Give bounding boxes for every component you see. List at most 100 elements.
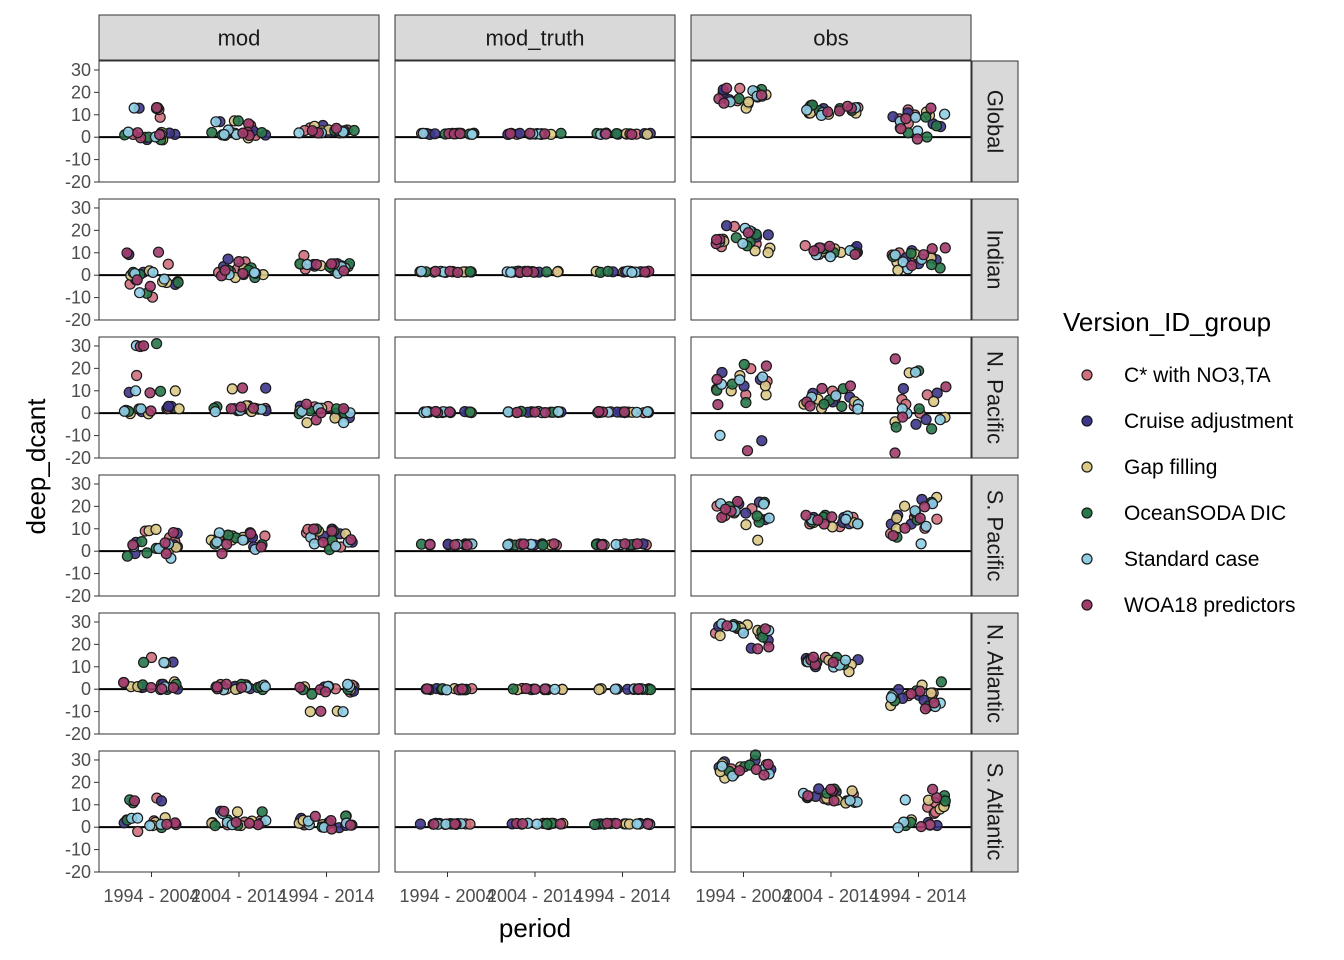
data-point-woa18-predictors xyxy=(919,703,932,715)
data-point-cruise-adjustment xyxy=(414,818,426,830)
data-point-standard-case xyxy=(417,127,429,139)
panel-mod-truth-s-pacific xyxy=(394,474,676,597)
data-point-woa18-predictors xyxy=(928,697,940,709)
y-tick-label: 10 xyxy=(71,657,91,677)
data-point-woa18-predictors xyxy=(516,818,529,830)
data-point-woa18-predictors xyxy=(430,405,442,418)
panel-mod-n-pacific xyxy=(98,336,380,459)
y-tick-label: 20 xyxy=(71,496,91,516)
row-strip-n-atlantic xyxy=(971,612,1019,735)
data-point-woa18-predictors xyxy=(236,681,248,693)
panel-mod-s-atlantic xyxy=(98,750,380,873)
data-point-woa18-predictors xyxy=(711,373,723,385)
data-point-oceansoda-dic xyxy=(232,115,244,127)
panel-background xyxy=(395,613,675,734)
data-point-oceansoda-dic xyxy=(749,749,762,761)
data-point-woa18-predictors xyxy=(521,266,533,278)
data-point-standard-case xyxy=(756,371,769,383)
data-point-woa18-predictors xyxy=(752,643,764,655)
data-point-woa18-predictors xyxy=(319,686,332,698)
panel-mod-indian xyxy=(98,198,380,321)
data-point-woa18-predictors xyxy=(317,536,329,548)
data-point-woa18-predictors xyxy=(121,247,133,259)
legend: Version_ID_group C* with NO3,TA Cruise adj… xyxy=(1063,307,1296,617)
data-point-woa18-predictors xyxy=(593,405,605,418)
data-point-oceansoda-dic xyxy=(540,266,553,278)
data-point-woa18-predictors xyxy=(539,683,551,695)
data-point-gap-filling xyxy=(304,705,316,718)
panel-border xyxy=(690,198,972,321)
data-point-standard-case xyxy=(293,127,305,139)
x-tick-label: 1994 - 2004 xyxy=(399,886,495,906)
data-point-standard-case xyxy=(839,654,852,666)
data-point-gap-filling xyxy=(762,247,774,259)
data-point-standard-case xyxy=(144,819,156,832)
data-point-woa18-predictors xyxy=(631,538,643,550)
data-point-woa18-predictors xyxy=(812,514,824,526)
data-point-woa18-predictors xyxy=(429,265,442,277)
panel-background xyxy=(395,199,675,320)
y-tick-label: 0 xyxy=(81,541,91,561)
data-point-oceansoda-dic xyxy=(602,265,614,277)
data-point-standard-case xyxy=(210,116,222,128)
legend-label-gap-filling: Gap filling xyxy=(1124,456,1217,479)
panel-obs-s-atlantic xyxy=(690,749,972,873)
data-point-standard-case xyxy=(840,513,852,526)
data-point-woa18-predictors xyxy=(924,818,936,831)
data-point-woa18-predictors xyxy=(233,256,245,268)
data-point-woa18-predictors xyxy=(808,245,820,257)
data-point-gap-filling xyxy=(150,523,162,536)
data-point-c-with-no3-ta xyxy=(145,651,158,664)
column-strip-label-mod: mod xyxy=(218,26,261,51)
data-point-gap-filling xyxy=(714,629,726,642)
data-point-woa18-predictors xyxy=(529,406,541,418)
data-point-standard-case xyxy=(330,540,342,552)
column-strip-obs xyxy=(690,14,972,61)
data-point-c-with-no3-ta xyxy=(734,82,746,95)
data-point-woa18-predictors xyxy=(117,676,130,689)
panel-obs-global xyxy=(690,60,972,183)
data-point-woa18-predictors xyxy=(456,683,468,695)
data-point-woa18-predictors xyxy=(758,769,770,781)
data-point-cruise-adjustment xyxy=(162,400,175,412)
data-point-woa18-predictors xyxy=(639,266,651,278)
data-point-woa18-predictors xyxy=(452,266,464,278)
data-point-c-with-no3-ta xyxy=(162,258,174,270)
data-point-gap-filling xyxy=(760,389,772,401)
legend-key-c-with-no3-ta xyxy=(1081,369,1093,381)
data-point-woa18-predictors xyxy=(741,445,754,457)
data-point-standard-case xyxy=(301,258,313,271)
y-tick-label: -10 xyxy=(65,150,91,170)
data-point-woa18-predictors xyxy=(294,681,306,693)
y-tick-label: 0 xyxy=(81,679,91,699)
data-point-standard-case xyxy=(609,683,621,695)
data-point-cruise-adjustment xyxy=(920,413,932,426)
data-point-standard-case xyxy=(737,627,750,639)
column-strip-mod-truth xyxy=(394,14,676,61)
data-point-woa18-predictors xyxy=(325,258,337,270)
data-point-woa18-predictors xyxy=(763,641,775,653)
data-point-woa18-predictors xyxy=(720,82,733,94)
x-tick-label: 1994 - 2014 xyxy=(574,886,670,906)
data-point-woa18-predictors xyxy=(345,534,357,546)
data-point-c-with-no3-ta xyxy=(799,240,811,252)
data-point-standard-case xyxy=(338,417,350,429)
data-point-standard-case xyxy=(218,128,230,141)
panel-background xyxy=(395,337,675,458)
data-point-woa18-predictors xyxy=(161,818,173,830)
data-point-woa18-predictors xyxy=(895,123,907,135)
data-point-woa18-predictors xyxy=(330,122,342,134)
data-point-standard-case xyxy=(441,684,453,696)
y-tick-label: -10 xyxy=(65,288,91,308)
data-point-standard-case xyxy=(211,536,223,548)
data-point-woa18-predictors xyxy=(539,128,551,140)
data-point-woa18-predictors xyxy=(849,248,861,260)
data-point-standard-case xyxy=(852,403,864,415)
panel-mod-s-pacific xyxy=(98,474,380,597)
y-tick-label: 30 xyxy=(71,474,91,494)
data-point-woa18-predictors xyxy=(511,406,523,418)
data-point-woa18-predictors xyxy=(211,681,223,693)
data-point-woa18-predictors xyxy=(822,106,834,118)
data-point-gap-filling xyxy=(641,128,653,140)
data-point-woa18-predictors xyxy=(424,538,436,551)
